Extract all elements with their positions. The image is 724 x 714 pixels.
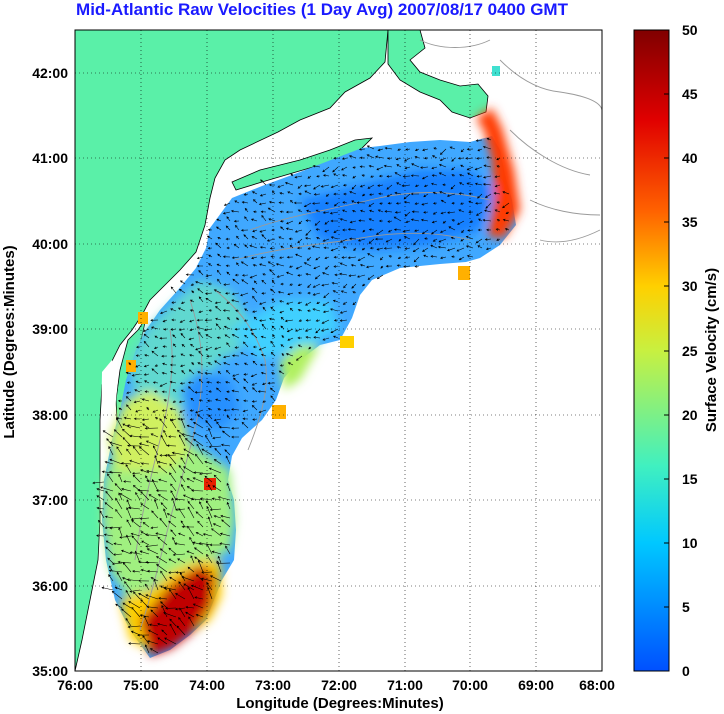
y-tick: 37:00 xyxy=(32,492,68,508)
colorbar-tick: 0 xyxy=(682,663,690,679)
y-tick: 38:00 xyxy=(32,407,68,423)
y-tick: 41:00 xyxy=(32,150,68,166)
bathymetry-contours xyxy=(134,39,602,631)
velocity-arrow-set xyxy=(92,137,510,654)
colorbar-tick: 45 xyxy=(682,86,698,102)
y-axis-label: Latitude (Degrees:Minutes) xyxy=(1,245,18,438)
y-tick: 42:00 xyxy=(32,65,68,81)
y-tick: 40:00 xyxy=(32,236,68,252)
y-tick: 39:00 xyxy=(32,321,68,337)
x-tick: 73:00 xyxy=(255,677,291,693)
colorbar-tick: 15 xyxy=(682,471,698,487)
plot-frame xyxy=(74,29,603,672)
colorbar-label: Surface Velocity (cm/s) xyxy=(703,268,720,432)
colorbar: 0 5 10 15 20 25 30 35 40 45 50 Surface V… xyxy=(633,22,720,679)
x-tick: 72:00 xyxy=(321,677,357,693)
map-grid xyxy=(75,30,602,671)
long-island-land xyxy=(231,137,374,191)
velocity-arrows xyxy=(92,137,510,654)
colorbar-tick: 5 xyxy=(682,599,690,615)
chesapeake-water xyxy=(100,360,118,500)
y-tick: 35:00 xyxy=(32,663,68,679)
x-tick: 70:00 xyxy=(452,677,488,693)
colorbar-tick: 25 xyxy=(682,343,698,359)
x-tick: 74:00 xyxy=(189,677,225,693)
velocity-field xyxy=(102,66,520,658)
colorbar-tick: 30 xyxy=(682,278,698,294)
x-tick: 75:00 xyxy=(123,677,159,693)
colorbar-scale xyxy=(633,29,670,672)
colorbar-tick: 20 xyxy=(682,407,698,423)
x-tick: 69:00 xyxy=(518,677,554,693)
x-axis: 76:00 75:00 74:00 73:00 72:00 71:00 70:0… xyxy=(57,677,615,712)
plot-area xyxy=(74,29,603,672)
x-axis-label: Longitude (Degrees:Minutes) xyxy=(236,695,444,712)
colorbar-tick: 50 xyxy=(682,22,698,38)
y-tick: 36:00 xyxy=(32,578,68,594)
y-axis: 35:00 36:00 37:00 38:00 39:00 40:00 41:0… xyxy=(1,65,68,679)
x-tick: 68:00 xyxy=(579,677,615,693)
x-tick: 71:00 xyxy=(387,677,423,693)
land-mass xyxy=(75,30,389,671)
colorbar-tick: 40 xyxy=(682,150,698,166)
x-tick: 76:00 xyxy=(57,677,93,693)
colorbar-tick: 35 xyxy=(682,214,698,230)
map-title: Mid-Atlantic Raw Velocities (1 Day Avg) … xyxy=(76,0,568,19)
cape-cod-land xyxy=(387,30,489,119)
colorbar-tick: 10 xyxy=(682,535,698,551)
